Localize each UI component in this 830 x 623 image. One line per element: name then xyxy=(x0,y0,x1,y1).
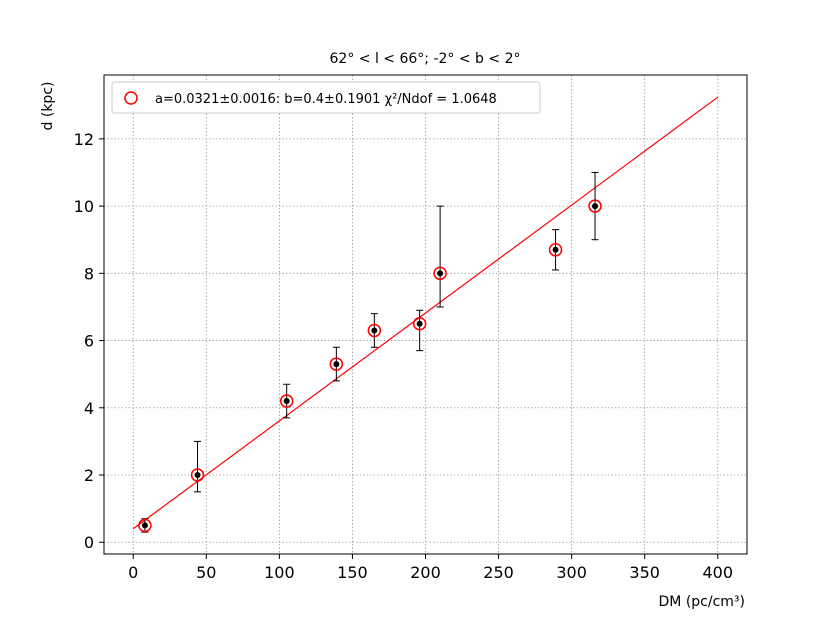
y-ticks: 0 2 4 6 8 10 12 xyxy=(74,130,104,552)
x-tick-label: 250 xyxy=(483,563,514,582)
data-point xyxy=(190,440,205,493)
marker-dot xyxy=(437,270,444,277)
x-tick-label: 400 xyxy=(702,563,733,582)
y-tick-label: 6 xyxy=(84,332,94,351)
y-tick-label: 2 xyxy=(84,466,94,485)
marker-ring xyxy=(433,266,447,281)
x-ticks: 0 50 100 150 200 250 300 350 400 xyxy=(128,554,733,582)
data-point xyxy=(329,346,344,382)
points-layer xyxy=(138,171,602,533)
y-tick-label: 0 xyxy=(84,533,94,552)
marker-dot xyxy=(333,361,340,368)
marker-dot xyxy=(141,522,148,529)
y-tick-label: 4 xyxy=(84,399,94,418)
marker-ring xyxy=(548,243,563,257)
x-tick-label: 300 xyxy=(556,563,587,582)
marker-dot xyxy=(416,320,423,327)
x-tick-label: 100 xyxy=(264,563,295,582)
x-tick-label: 50 xyxy=(196,563,216,582)
marker-dot xyxy=(592,203,599,210)
fit-line xyxy=(132,96,719,530)
legend-label: a=0.0321±0.0016: b=0.4±0.1901 χ²/Ndof = … xyxy=(155,92,497,107)
y-axis-title: d (kpc) xyxy=(40,82,56,131)
chart-title: 62° < l < 66°; -2° < b < 2° xyxy=(330,51,521,67)
data-point xyxy=(138,518,152,533)
marker-dot xyxy=(371,327,378,334)
marker-ring xyxy=(138,518,152,533)
marker-ring xyxy=(329,357,344,371)
marker-ring xyxy=(190,468,205,482)
data-point xyxy=(279,383,294,419)
legend: a=0.0321±0.0016: b=0.4±0.1901 χ²/Ndof = … xyxy=(111,81,541,114)
x-tick-label: 350 xyxy=(629,563,660,582)
data-point xyxy=(588,171,602,241)
marker-dot xyxy=(552,246,559,253)
data-point xyxy=(433,205,447,308)
legend-marker xyxy=(124,91,138,105)
data-point xyxy=(367,313,382,348)
marker-ring xyxy=(279,394,294,408)
data-point xyxy=(548,229,563,271)
x-tick-label: 150 xyxy=(337,563,368,582)
x-axis-title: DM (pc/cm³) xyxy=(659,594,745,610)
fit-layer xyxy=(132,96,719,530)
y-tick-label: 12 xyxy=(74,130,94,149)
marker-ring xyxy=(412,316,427,331)
marker-ring xyxy=(588,199,602,213)
x-tick-label: 0 xyxy=(128,563,138,582)
y-tick-label: 10 xyxy=(74,197,94,216)
marker-dot xyxy=(283,398,290,405)
data-point xyxy=(412,309,427,352)
marker-ring xyxy=(367,323,382,338)
y-tick-label: 8 xyxy=(84,264,94,283)
x-tick-label: 200 xyxy=(410,563,441,582)
marker-dot xyxy=(194,472,201,479)
legend-box xyxy=(111,81,541,114)
